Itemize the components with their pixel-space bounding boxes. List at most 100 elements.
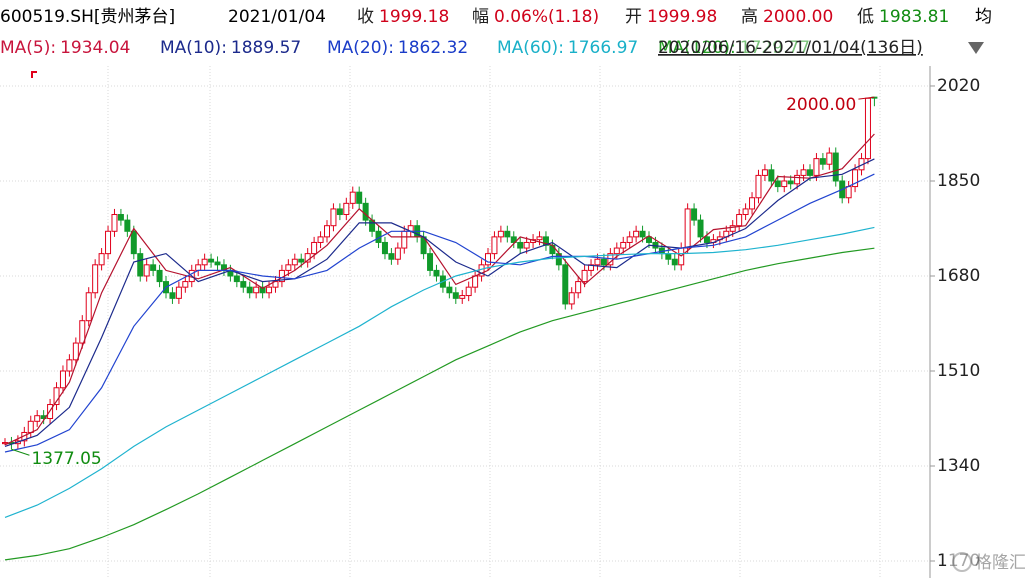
candle-body	[111, 214, 118, 232]
candle-body	[697, 219, 704, 238]
candle-body	[581, 269, 588, 283]
candle-body	[98, 253, 105, 266]
quote-label: 低	[857, 7, 874, 27]
ma-line	[4, 247, 875, 561]
candle-body	[27, 420, 34, 433]
candle-body	[246, 286, 253, 294]
candle-body	[536, 236, 543, 241]
candle-body	[600, 258, 607, 266]
candle-body	[807, 169, 813, 176]
candle-body	[169, 292, 176, 299]
quote-value: 1999.18	[379, 7, 449, 27]
max-label: 2000.00	[786, 95, 856, 115]
candle-body	[291, 258, 298, 266]
candle-body	[253, 286, 260, 294]
legend-value: 1766.97	[568, 38, 638, 58]
candle-body	[452, 292, 459, 299]
quote-value: 1999.98	[647, 7, 717, 27]
candle-body	[214, 261, 221, 266]
candle-body	[459, 295, 466, 299]
candle-body	[362, 202, 369, 221]
candle-body	[613, 247, 620, 255]
candle-body	[562, 264, 569, 305]
candle-body	[201, 258, 208, 266]
legend-name: MA(120):	[658, 38, 736, 58]
candle-body	[665, 253, 672, 260]
candle-body	[504, 230, 511, 238]
candle-body	[175, 286, 182, 299]
watermark-group: 格隆汇	[946, 552, 1025, 578]
legend-name: MA(10):	[160, 38, 227, 58]
candle-body	[575, 281, 582, 294]
legend-value: 1934.04	[60, 38, 130, 58]
candle-body	[92, 264, 99, 294]
candle-body	[497, 230, 504, 238]
candle-body	[182, 281, 189, 288]
candle-body	[465, 286, 472, 297]
y-tick-label: 1850	[937, 171, 980, 191]
candle-body	[143, 264, 150, 277]
candle-body	[774, 180, 781, 188]
y-tick-label: 1680	[937, 266, 980, 286]
marker	[31, 71, 33, 78]
candle-body	[66, 359, 73, 372]
candle-body	[684, 208, 691, 249]
legend-value: 1889.57	[231, 38, 301, 58]
candle-body	[491, 236, 498, 255]
candle-body	[794, 174, 801, 185]
candle-body	[285, 264, 292, 271]
candle-body	[832, 152, 839, 182]
candle-body	[620, 241, 627, 249]
quote-value: 1983.81	[879, 7, 949, 27]
candle-body	[105, 230, 112, 255]
legend-value: 1862.32	[398, 38, 468, 58]
candle-body	[446, 286, 453, 294]
candle-body	[787, 180, 794, 185]
candle-body	[646, 236, 652, 243]
candle-body	[336, 208, 343, 216]
candle-body	[388, 253, 395, 260]
candle-body	[427, 253, 434, 271]
candle-body	[195, 264, 202, 271]
candle-body	[594, 258, 601, 266]
candle-body	[755, 174, 762, 199]
candle-body	[510, 236, 517, 243]
candle-body	[401, 230, 408, 249]
candle-body	[324, 225, 330, 238]
quote-label: 均	[975, 7, 992, 27]
max-pointer	[858, 96, 875, 100]
watermark-icon	[952, 552, 972, 572]
candle-body	[845, 186, 852, 199]
candle-body	[240, 281, 247, 288]
candle-body	[433, 269, 440, 277]
candle-body	[568, 292, 575, 305]
candle-body	[517, 241, 524, 249]
quote-label: 幅	[472, 7, 489, 27]
candle-body	[34, 415, 41, 422]
candle-body	[800, 169, 807, 176]
ma-line	[4, 226, 875, 518]
watermark: 格隆汇	[975, 553, 1025, 573]
candle-body	[781, 180, 788, 188]
stock-code: 600519.SH[贵州茅台]	[0, 7, 175, 27]
candle-body	[79, 320, 86, 344]
candle-body	[259, 286, 266, 294]
date-range[interactable]: 2020/06/16-2021/01/04(136日)	[658, 38, 923, 58]
candle-body	[813, 158, 820, 176]
dropdown-icon[interactable]	[968, 42, 984, 54]
candle-body	[742, 208, 749, 216]
candle-body	[53, 387, 60, 406]
candle-body	[150, 264, 157, 271]
candle-body	[394, 247, 401, 260]
candle-body	[85, 292, 92, 322]
y-tick-label: 1510	[937, 361, 980, 381]
marker	[31, 71, 37, 73]
candle-body	[729, 225, 736, 232]
candle-body	[472, 275, 479, 288]
ma-line	[4, 173, 875, 453]
candle-body	[233, 275, 240, 283]
y-tick-label: 2020	[937, 76, 980, 96]
candle-body	[485, 253, 491, 266]
